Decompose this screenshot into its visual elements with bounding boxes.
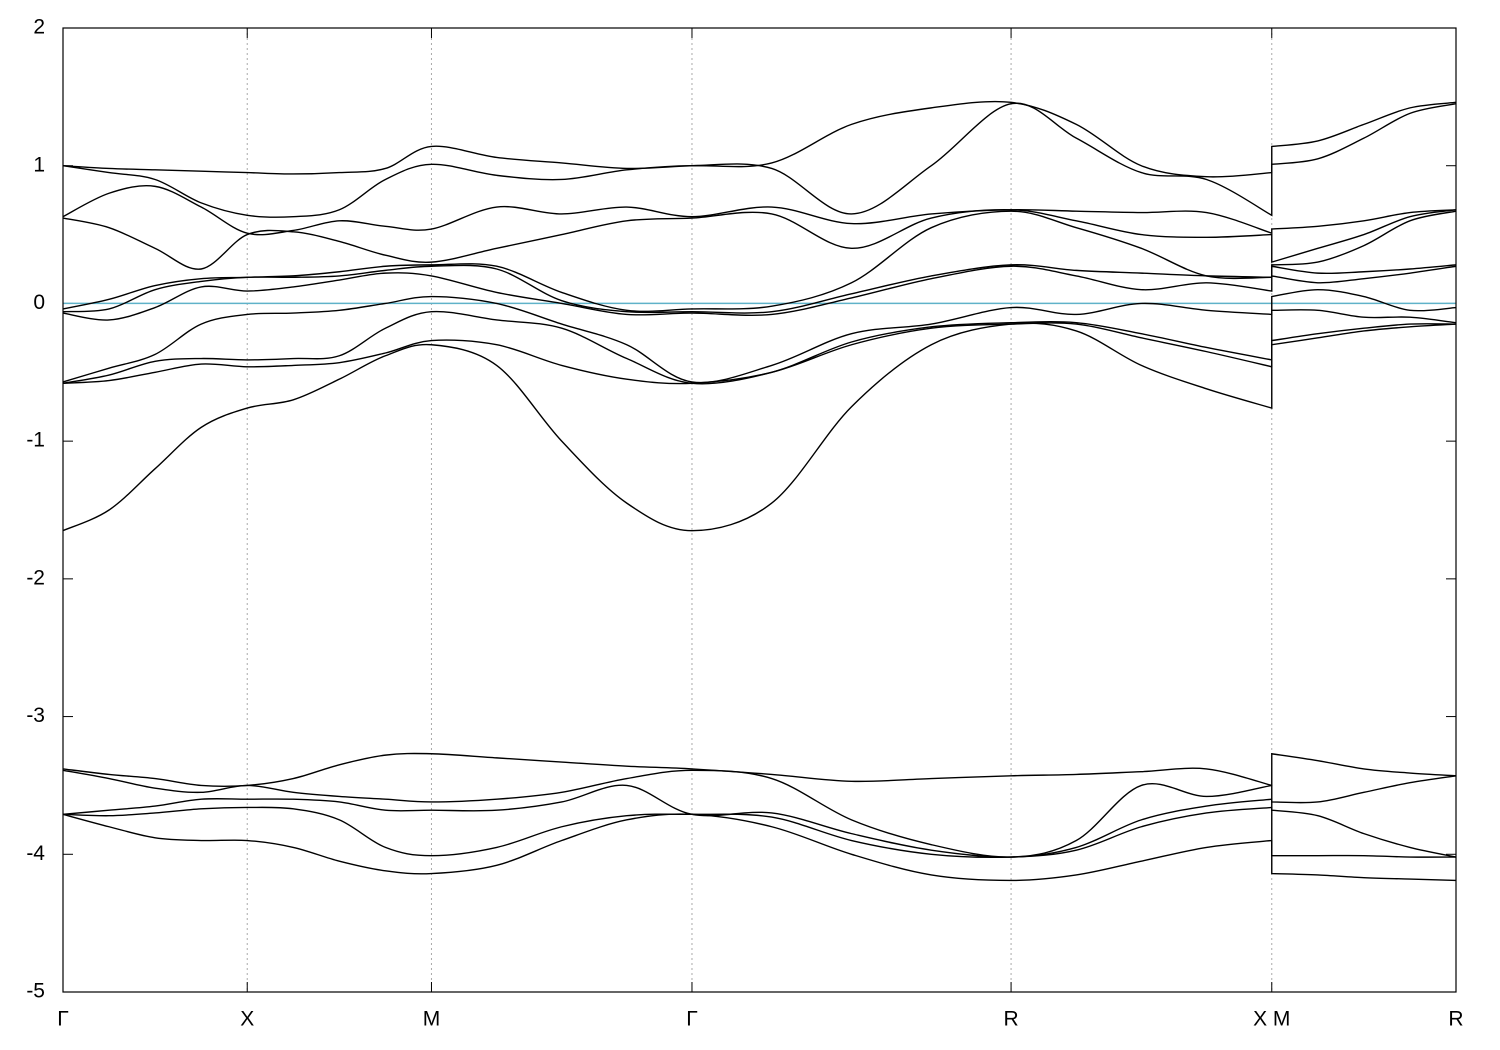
band xyxy=(62,100,1457,178)
x-tick-label: R xyxy=(1448,1008,1463,1031)
x-tick-label: R xyxy=(1003,1008,1018,1031)
band xyxy=(62,322,1457,532)
band xyxy=(62,185,1457,236)
x-tick-label: M xyxy=(423,1008,441,1031)
band xyxy=(62,806,1457,858)
y-tick-label: 1 xyxy=(33,153,45,176)
y-tick-label: 2 xyxy=(33,16,45,39)
band xyxy=(62,813,1457,882)
y-tick-label: -1 xyxy=(26,429,45,452)
band xyxy=(62,769,1457,858)
x-tick-label: Γ xyxy=(57,1008,69,1031)
y-tick-label: 0 xyxy=(33,291,45,314)
band xyxy=(62,309,1457,385)
y-tick-label: -3 xyxy=(26,704,45,727)
band xyxy=(62,322,1457,385)
band xyxy=(62,210,1457,313)
plot-frame xyxy=(62,27,1457,993)
band xyxy=(62,784,1457,858)
band xyxy=(62,265,1457,321)
band xyxy=(62,752,1457,787)
y-tick-label: -4 xyxy=(26,842,45,865)
x-tick-label: Γ xyxy=(686,1008,698,1031)
y-tick-label: -5 xyxy=(26,980,45,1003)
band xyxy=(62,209,1457,270)
band xyxy=(62,102,1457,218)
x-tick-label: X M xyxy=(1253,1008,1290,1031)
x-tick-label: X xyxy=(240,1008,254,1031)
y-tick-label: -2 xyxy=(26,566,45,589)
band xyxy=(62,288,1457,384)
